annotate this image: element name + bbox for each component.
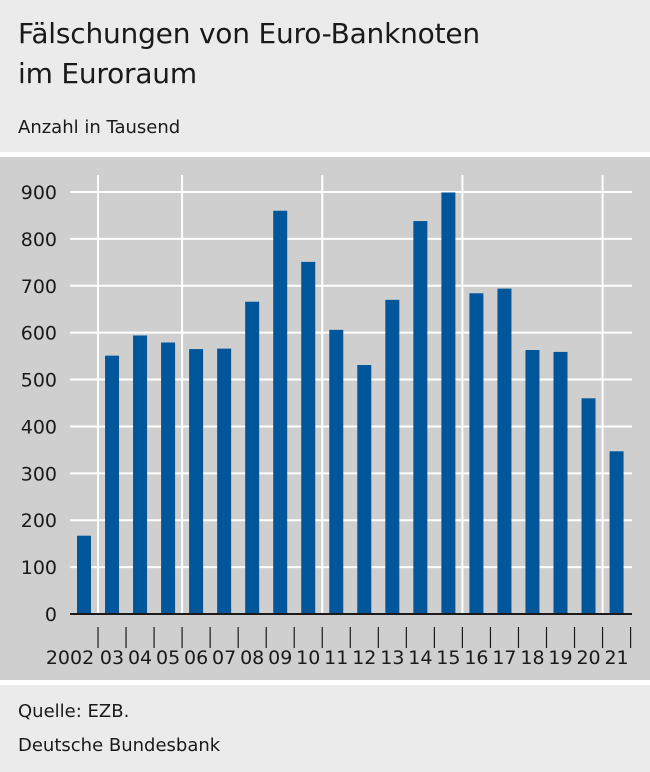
y-tick-label: 700 [21,276,57,298]
x-tick-label: 16 [464,647,488,669]
x-tick-label: 11 [324,647,348,669]
x-tick-label: 09 [268,647,292,669]
bar-19 [553,351,568,614]
bar-21 [609,451,624,614]
x-tick-label: 15 [436,647,460,669]
bar-10 [301,261,316,614]
chart-title: Fälschungen von Euro-Banknoten im Eurora… [18,14,480,94]
chart-title-line-2: im Euroraum [18,57,197,90]
x-tick-label: 19 [548,647,572,669]
bar-07 [217,348,232,614]
x-tick-label: 10 [296,647,320,669]
bar-15 [441,192,456,615]
x-tick-label: 2002 [46,647,94,669]
publisher-note: Deutsche Bundesbank [18,735,221,756]
bar-13 [385,299,400,614]
chart-title-line-1: Fälschungen von Euro-Banknoten [18,17,480,50]
y-tick-label: 800 [21,229,57,251]
source-note: Quelle: EZB. [18,701,130,722]
bar-2002 [77,535,91,614]
x-tick-label: 18 [520,647,544,669]
y-tick-label: 100 [21,557,57,579]
bar-05 [161,342,176,614]
x-tick-label: 07 [212,647,236,669]
y-tick-label: 300 [21,463,57,485]
bar-09 [273,210,288,614]
bar-08 [245,301,260,614]
y-tick-label: 0 [45,604,57,626]
x-tick-label: 08 [240,647,264,669]
bar-14 [413,221,428,614]
x-tick-label: 14 [408,647,432,669]
x-tick-label: 17 [492,647,516,669]
x-tick-label: 04 [128,647,152,669]
x-tick-label: 21 [604,647,628,669]
bar-20 [581,398,596,614]
y-tick-label: 400 [21,416,57,438]
bar-17 [497,288,512,614]
x-tick-label: 20 [576,647,600,669]
bar-04 [133,335,148,614]
x-tick-label: 06 [184,647,208,669]
y-tick-label: 600 [21,323,57,345]
chart-subtitle: Anzahl in Tausend [18,117,181,138]
bar-06 [189,349,204,614]
bar-11 [329,329,344,614]
y-tick-label: 200 [21,510,57,532]
header-panel [0,0,650,152]
x-tick-label: 05 [156,647,180,669]
y-tick-label: 500 [21,370,57,392]
x-tick-label: 03 [100,647,124,669]
bar-18 [525,350,540,614]
bar-12 [357,365,372,614]
y-tick-label: 900 [21,182,57,204]
bar-03 [105,355,120,614]
x-tick-label: 12 [352,647,376,669]
x-tick-label: 13 [380,647,404,669]
bar-16 [469,293,484,614]
footer-panel [0,685,650,772]
